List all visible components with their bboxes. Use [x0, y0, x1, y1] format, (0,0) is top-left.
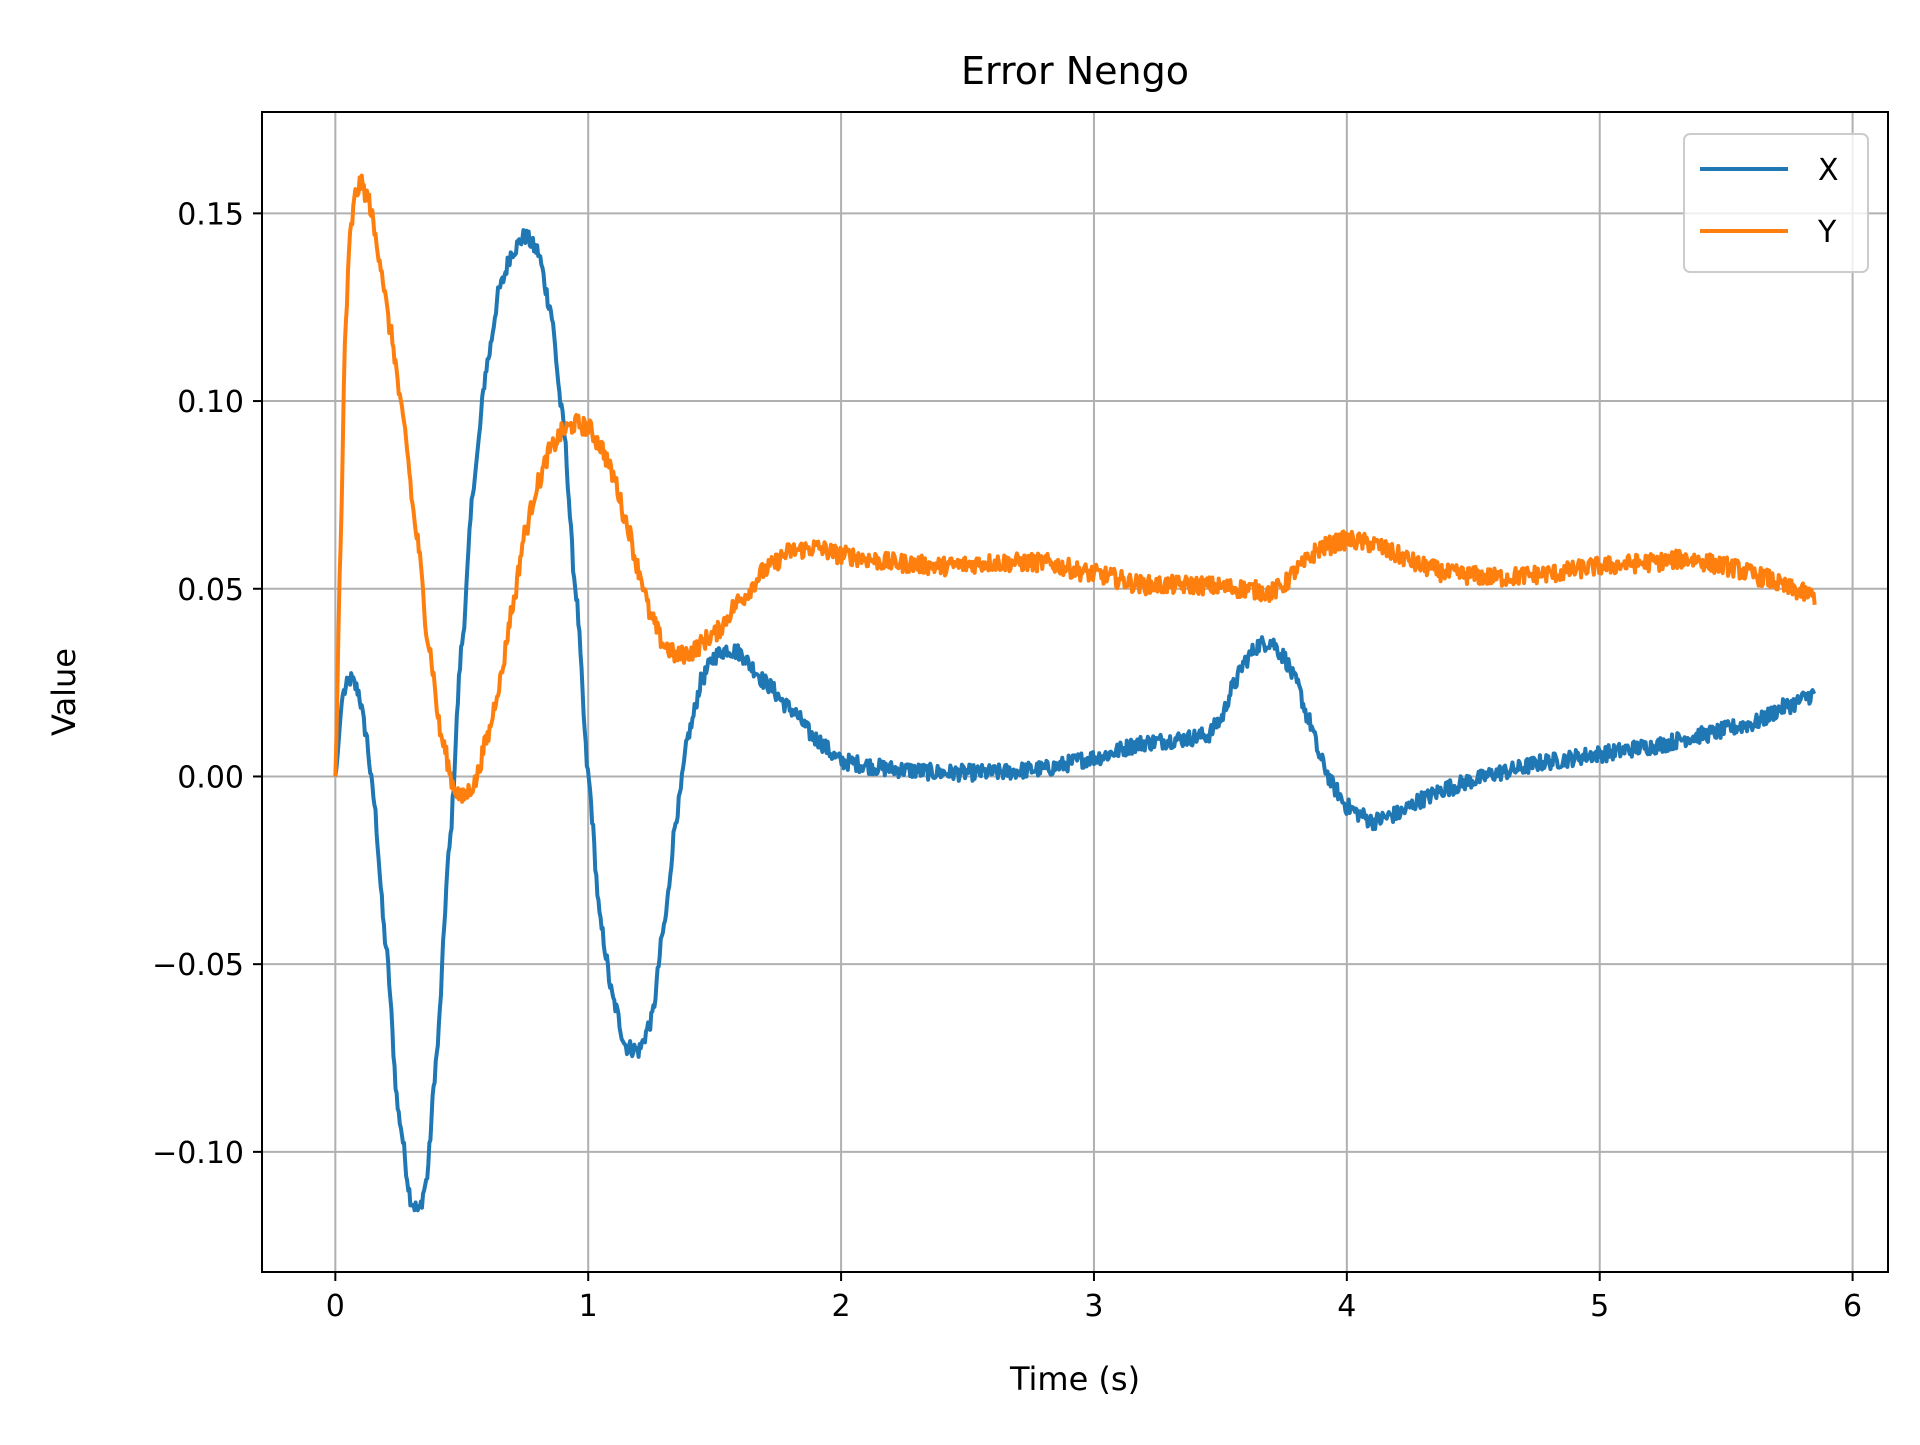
y-tick-label: 0.10: [177, 385, 244, 420]
series-line-x: [333, 228, 1817, 1213]
y-tick-label: −0.05: [152, 948, 244, 983]
y-tick-label: 0.15: [177, 197, 244, 232]
tick-layer: 0 1 2 3 4 5 6 −0.10 −0.05 0.00 0.05 0.10 0.15: [152, 197, 1862, 1324]
legend-label-x: X: [1818, 153, 1839, 188]
series-line-y: [333, 173, 1817, 804]
y-tick-label: 0.00: [177, 760, 244, 795]
x-tick-label: 0: [326, 1289, 345, 1324]
y-tick-label: 0.05: [177, 573, 244, 608]
chart-title: Error Nengo: [961, 49, 1189, 93]
grid-layer: [262, 112, 1888, 1272]
x-tick-label: 6: [1843, 1289, 1862, 1324]
y-tick-label: −0.10: [152, 1136, 244, 1171]
x-tick-label: 1: [579, 1289, 598, 1324]
x-axis-label: Time (s): [1009, 1360, 1140, 1398]
legend-label-y: Y: [1817, 215, 1837, 250]
legend-box: [1683, 133, 1869, 273]
x-tick-label: 4: [1337, 1289, 1356, 1324]
series-layer: [333, 173, 1817, 1213]
plot-frame: [261, 111, 1889, 1273]
x-tick-label: 5: [1590, 1289, 1609, 1324]
x-tick-label: 2: [832, 1289, 851, 1324]
y-axis-label: Value: [45, 648, 83, 736]
legend: XY: [1683, 133, 1869, 273]
x-tick-label: 3: [1084, 1289, 1103, 1324]
